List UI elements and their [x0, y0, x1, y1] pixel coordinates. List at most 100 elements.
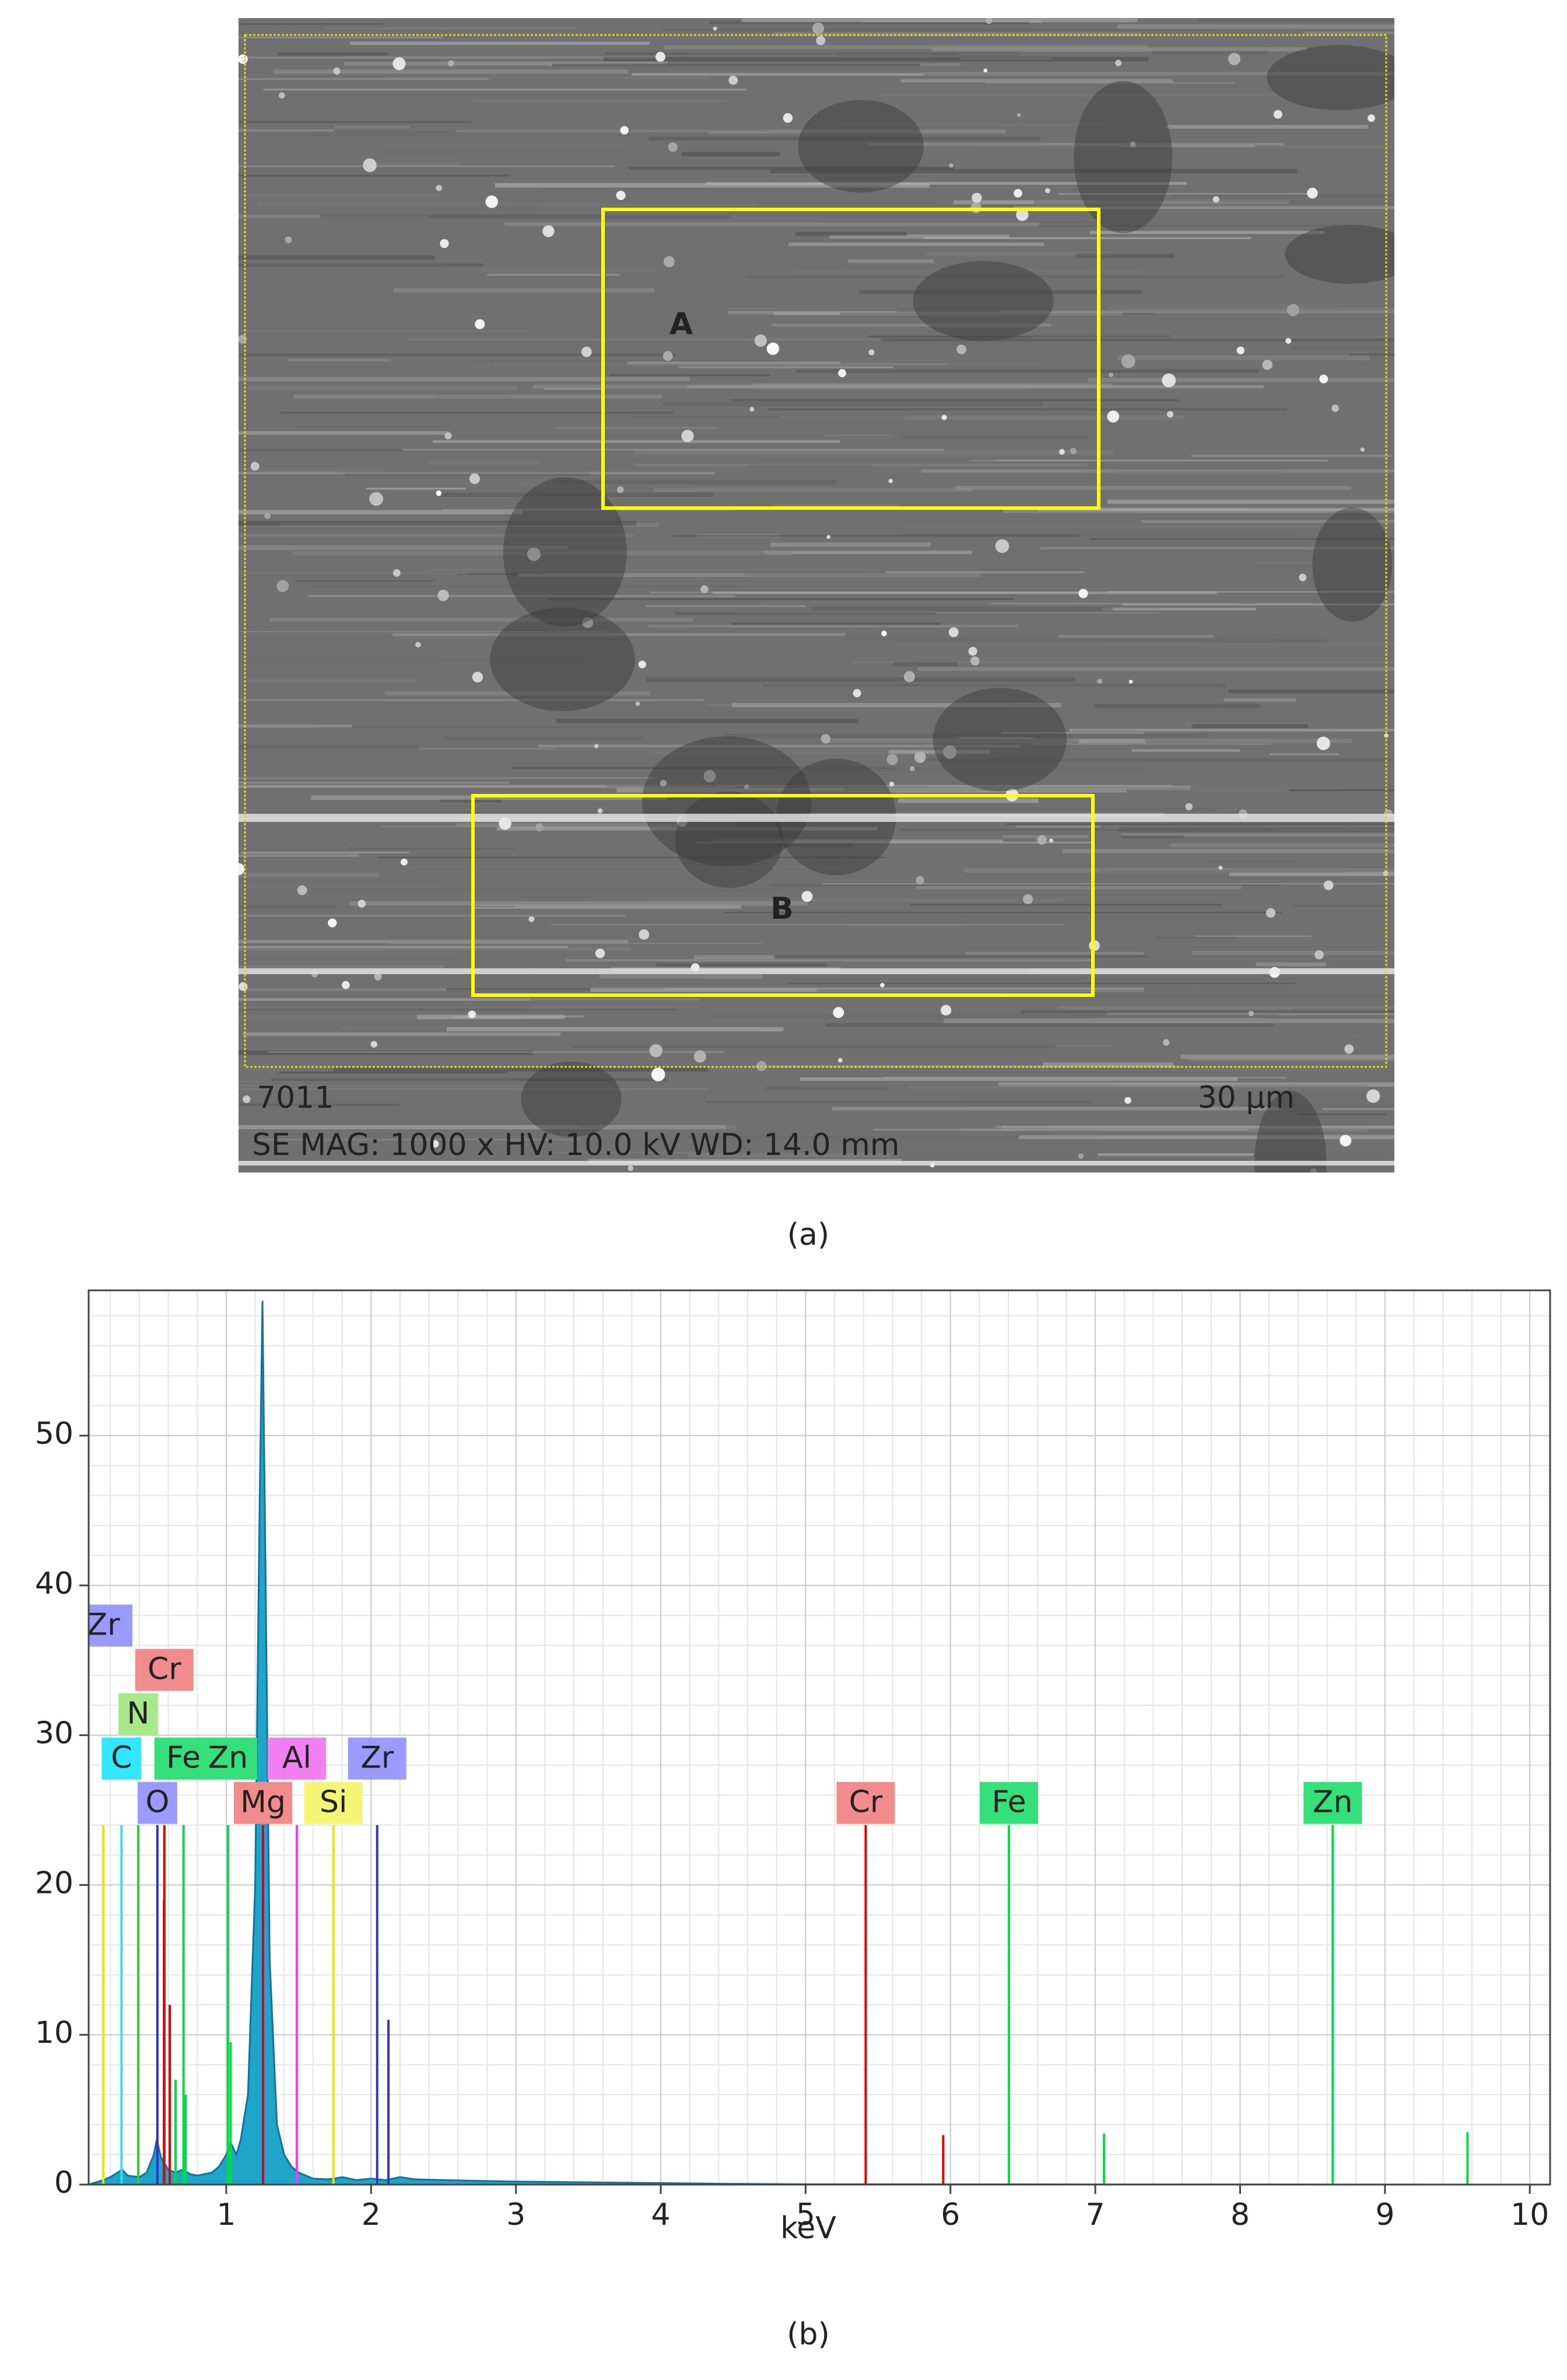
texture [487, 274, 620, 276]
element-label: C [111, 1741, 132, 1776]
label-box [980, 1782, 1039, 1824]
texture [998, 1082, 1394, 1087]
texture [632, 73, 923, 76]
texture [239, 263, 483, 267]
texture [581, 1125, 737, 1130]
texture [655, 51, 665, 62]
texture [916, 886, 1242, 890]
texture [528, 916, 535, 922]
texture [594, 744, 599, 748]
texture [595, 949, 605, 958]
texture [402, 449, 945, 451]
texture [239, 545, 568, 550]
texture [239, 255, 435, 260]
texture [1040, 547, 1394, 550]
texture [280, 411, 674, 414]
texture [1118, 827, 1394, 832]
texture [688, 1153, 892, 1157]
texture [656, 963, 826, 967]
texture [681, 429, 694, 443]
texture [1098, 1153, 1254, 1156]
texture [1292, 905, 1389, 907]
texture [239, 946, 569, 949]
texture [239, 23, 384, 25]
texture [770, 169, 1298, 174]
texture [239, 699, 704, 701]
texture [1368, 114, 1375, 122]
texture [819, 304, 1341, 307]
texture [879, 93, 1278, 97]
texture [889, 781, 895, 787]
texture [943, 745, 957, 759]
texture [995, 539, 1009, 553]
texture [913, 261, 1054, 341]
texture [1185, 803, 1193, 811]
texture [633, 450, 1114, 455]
texture [1005, 823, 1394, 825]
texture [1058, 1006, 1394, 1009]
texture [833, 1007, 844, 1019]
texture [766, 342, 780, 355]
texture [306, 585, 741, 587]
element-label: Si [320, 1785, 347, 1820]
texture [846, 916, 963, 921]
texture [859, 290, 1143, 295]
texture [1228, 689, 1394, 694]
label-box [198, 1737, 257, 1780]
texture [369, 492, 384, 506]
texture [1273, 110, 1282, 119]
texture [239, 785, 737, 788]
texture [527, 547, 541, 561]
texture [1087, 377, 1394, 383]
texture [239, 165, 615, 167]
texture [392, 633, 846, 636]
texture [1366, 1089, 1380, 1103]
texture [250, 461, 260, 471]
texture [1162, 373, 1176, 388]
texture [660, 779, 667, 787]
texture [1121, 603, 1394, 606]
y-tick-label: 10 [35, 2015, 73, 2050]
texture [968, 646, 977, 656]
texture [1095, 704, 1260, 709]
texture [415, 642, 421, 648]
texture [257, 201, 755, 206]
texture [388, 943, 762, 944]
texture [837, 1058, 843, 1063]
texture [1270, 753, 1340, 755]
texture [374, 972, 382, 981]
texture [512, 766, 900, 769]
texture [1314, 950, 1324, 960]
texture [363, 158, 377, 172]
texture [296, 426, 445, 428]
texture [1044, 188, 1050, 194]
texture [317, 726, 681, 728]
texture [800, 1077, 1238, 1082]
x-tick-label: 8 [1231, 2197, 1250, 2232]
texture [674, 612, 937, 615]
texture [696, 955, 1149, 958]
y-tick-label: 0 [54, 2165, 73, 2200]
texture [1298, 1113, 1386, 1115]
sem-image [239, 18, 1394, 1172]
texture [1043, 1062, 1174, 1068]
texture [709, 21, 1030, 24]
texture [932, 47, 1306, 52]
texture [243, 1095, 251, 1103]
texture [239, 777, 654, 779]
texture [1124, 1097, 1131, 1104]
label-box [137, 1782, 177, 1824]
texture [239, 1006, 700, 1009]
texture [1089, 230, 1325, 235]
texture [472, 671, 483, 682]
texture [1166, 411, 1174, 418]
texture [648, 624, 1018, 628]
texture [788, 982, 1296, 984]
texture [1037, 835, 1047, 845]
texture [1128, 680, 1133, 684]
texture [1078, 589, 1088, 598]
texture [627, 1165, 633, 1171]
texture [811, 607, 1113, 611]
texture [972, 192, 982, 203]
